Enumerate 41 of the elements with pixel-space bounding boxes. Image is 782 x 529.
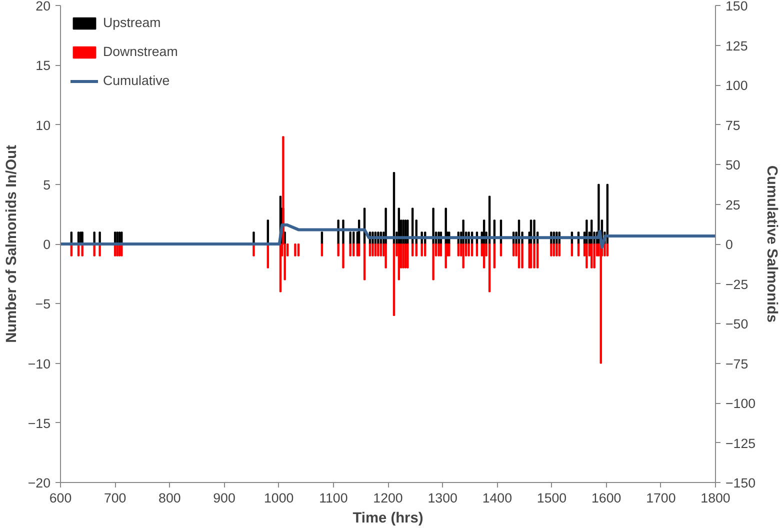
y-axis-title: Number of Salmonids In/Out: [4, 144, 20, 343]
y-tick-label: 20: [36, 0, 51, 14]
x-tick-label: 1500: [536, 490, 567, 506]
y2-tick-label: −25: [726, 276, 748, 292]
x-tick-label: 1100: [319, 490, 348, 506]
x-tick-label: 800: [158, 490, 181, 506]
legend-label: Cumulative: [103, 73, 170, 88]
x-tick-label: 1800: [700, 490, 730, 506]
y-tick-label: −15: [28, 416, 50, 431]
y2-tick-label: 50: [726, 158, 740, 172]
y2-tick-label: 125: [726, 38, 748, 54]
x-tick-label: 900: [213, 490, 236, 506]
y2-tick-label: 0: [726, 237, 733, 252]
x-tick-label: 1300: [428, 490, 458, 506]
y2-tick-label: −125: [726, 436, 756, 451]
x-tick-label: 1400: [482, 490, 512, 506]
y-tick-label: −5: [35, 296, 51, 312]
legend-label: Upstream: [103, 15, 161, 30]
y-tick-label: 5: [43, 177, 51, 192]
y-tick-label: 10: [36, 118, 51, 133]
legend-label: Downstream: [103, 44, 178, 59]
y2-tick-label: −50: [726, 316, 748, 332]
x-axis-title: Time (hrs): [352, 510, 424, 526]
y2-tick-label: 100: [726, 78, 748, 93]
x-tick-label: 1000: [264, 490, 294, 506]
y2-tick-label: 75: [726, 118, 740, 133]
y-tick-label: −10: [28, 356, 50, 372]
y2-tick-label: −150: [726, 476, 756, 490]
y-tick-label: −20: [28, 476, 50, 490]
x-tick-label: 700: [104, 490, 126, 506]
y2-tick-label: −100: [726, 396, 756, 411]
x-tick-label: 1200: [373, 490, 403, 506]
y-tick-label: 15: [36, 58, 51, 74]
y2-tick-label: −75: [726, 356, 748, 372]
y2-tick-label: 25: [726, 197, 740, 212]
y2-tick-label: 150: [726, 0, 748, 14]
x-tick-label: 1600: [592, 490, 622, 506]
x-tick-label: 1700: [646, 490, 676, 506]
y2-axis-title: Cumulative Salmonids: [764, 165, 780, 323]
x-tick-label: 600: [49, 490, 72, 506]
y-tick-label: 0: [43, 237, 51, 252]
